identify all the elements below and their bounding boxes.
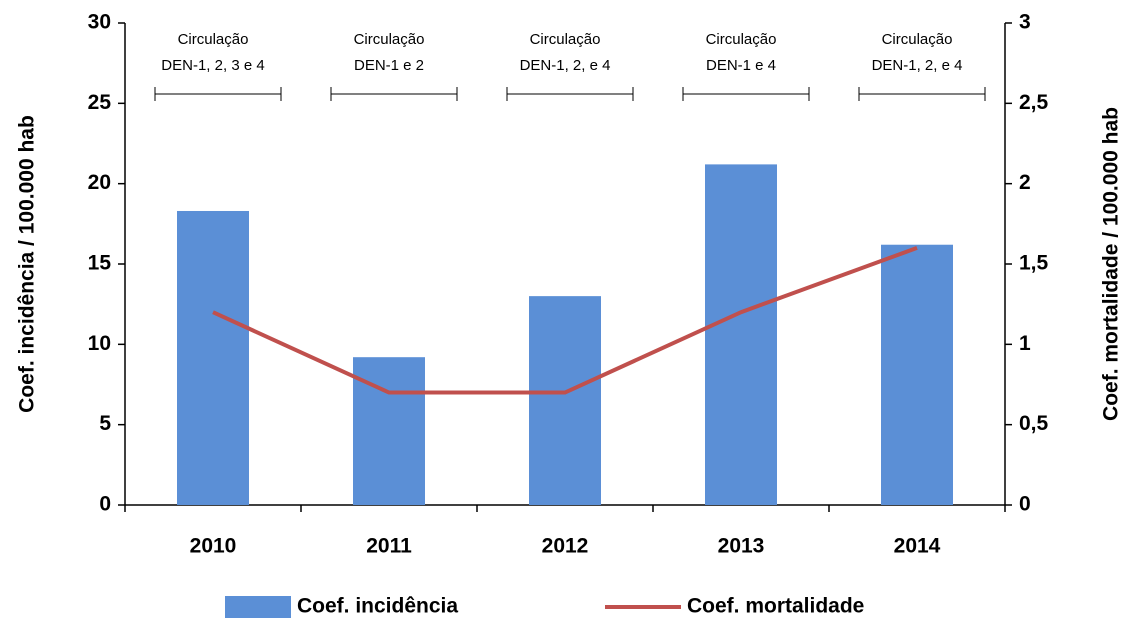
annotation: DEN-1, 2, e 4 bbox=[872, 57, 963, 74]
y-tick-label: 20 bbox=[88, 171, 111, 194]
annotation: DEN-1, 2, 3 e 4 bbox=[161, 57, 264, 74]
legend-swatch bbox=[225, 596, 291, 618]
y2-tick-label: 0,5 bbox=[1019, 412, 1049, 435]
annotation: DEN-1 e 4 bbox=[706, 57, 776, 74]
x-tick-label: 2012 bbox=[542, 535, 589, 558]
line bbox=[212, 246, 918, 395]
y2-tick-label: 2 bbox=[1019, 171, 1031, 194]
y2-tick-label: 2,5 bbox=[1019, 91, 1049, 114]
y-tick-label: 15 bbox=[88, 252, 112, 275]
y2-axis-label: Coef. mortalidade / 100.000 hab bbox=[1100, 107, 1123, 421]
x-tick-label: 2010 bbox=[190, 535, 237, 558]
y-tick-label: 5 bbox=[99, 412, 111, 435]
annotation: Circulação bbox=[706, 31, 777, 48]
y-tick-label: 25 bbox=[88, 91, 112, 114]
annotation: DEN-1, 2, e 4 bbox=[520, 57, 611, 74]
x-tick-label: 2014 bbox=[894, 535, 941, 558]
annotation: Circulação bbox=[530, 31, 601, 48]
y2-tick-label: 3 bbox=[1019, 11, 1031, 34]
y2-tick-label: 1 bbox=[1019, 332, 1031, 355]
y2-tick-label: 1,5 bbox=[1019, 252, 1049, 275]
x-tick-label: 2013 bbox=[718, 535, 765, 558]
bar bbox=[705, 164, 777, 506]
legend-label: Coef. mortalidade bbox=[687, 595, 864, 618]
y-tick-label: 10 bbox=[88, 332, 111, 355]
annotation: Circulação bbox=[178, 31, 249, 48]
y-axis-label: Coef. incidência / 100.000 hab bbox=[16, 115, 39, 413]
legend-label: Coef. incidência bbox=[297, 595, 458, 618]
bar bbox=[881, 244, 953, 505]
bar bbox=[529, 296, 601, 505]
x-tick-label: 2011 bbox=[366, 535, 412, 558]
annotation: DEN-1 e 2 bbox=[354, 57, 424, 74]
annotation: Circulação bbox=[354, 31, 425, 48]
bar bbox=[177, 210, 249, 506]
annotation: Circulação bbox=[882, 31, 953, 48]
y-tick-label: 0 bbox=[99, 493, 111, 516]
y-tick-label: 30 bbox=[88, 11, 111, 34]
y2-tick-label: 0 bbox=[1019, 493, 1031, 516]
